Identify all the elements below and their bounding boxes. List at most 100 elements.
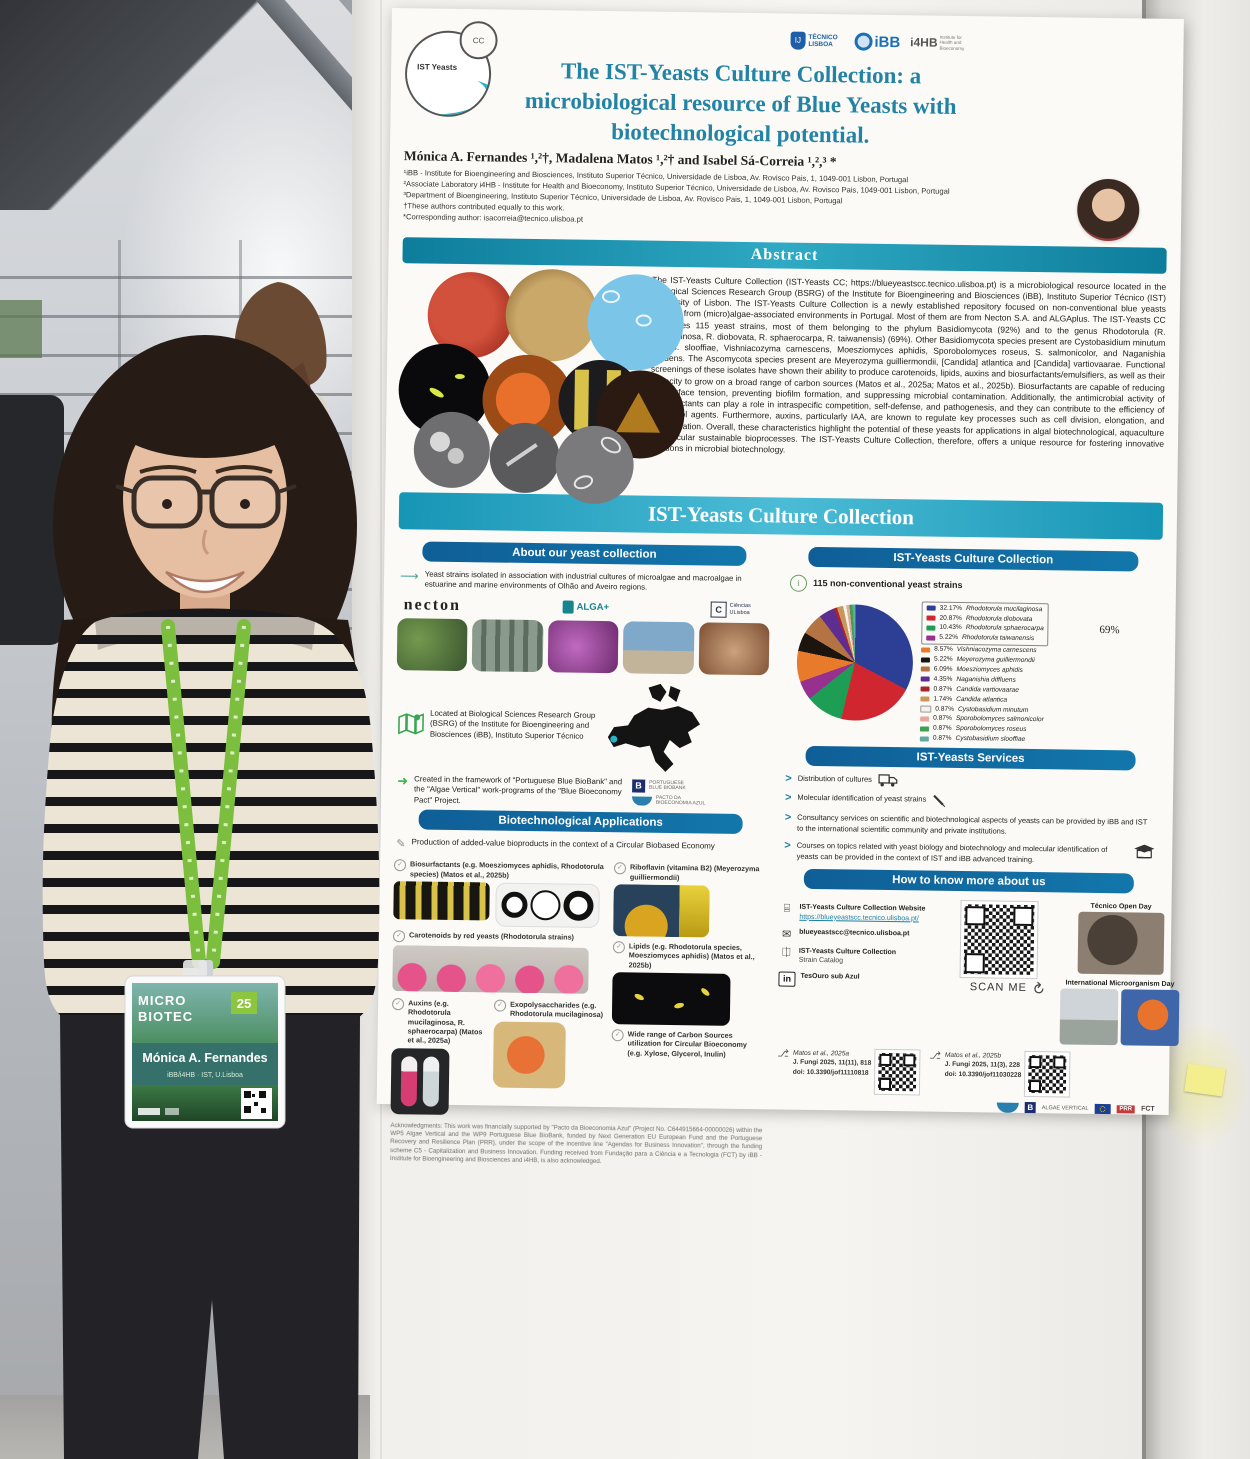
eye bbox=[240, 499, 250, 509]
cc-logo-label: IST Yeasts bbox=[417, 62, 458, 72]
about-intro: Yeast strains isolated in association wi… bbox=[424, 569, 742, 592]
linkedin-label: TesOuro sub Azul bbox=[800, 972, 860, 981]
graduation-cap-icon bbox=[1134, 844, 1155, 859]
poster-header: IST Yeasts CC IJ TÉCNICO LISBOA iBB i4HB bbox=[404, 20, 1170, 154]
yeast-photo-collage bbox=[398, 268, 685, 505]
chevron-icon: > bbox=[785, 772, 792, 785]
biotech-item: Carotenoids by red yeasts (Rhodotorula s… bbox=[408, 930, 575, 942]
partner-logos: IJ TÉCNICO LISBOA iBB i4HB Institute for… bbox=[509, 22, 973, 52]
reference-2: ⎇ Matos et al., 2025b J. Fungi 2025, 11(… bbox=[929, 1050, 1071, 1098]
tecnico-shield-icon: IJ bbox=[790, 31, 806, 50]
photo-photobioreactors bbox=[472, 618, 544, 672]
pie-chart bbox=[796, 603, 914, 722]
biotech-item: Riboflavin (vitamina B2) (Meyerozyma gui… bbox=[629, 862, 760, 882]
poster-title: The IST-Yeasts Culture Collection: a mic… bbox=[524, 58, 957, 148]
service-item: Consultancy services on scientific and b… bbox=[796, 812, 1148, 836]
check-icon: ✓ bbox=[613, 862, 627, 875]
affiliations: ¹iBB - Institute for Bioengineering and … bbox=[403, 167, 1078, 240]
biotech-item: Biosurfactants (e.g. Moesziomyces aphidi… bbox=[409, 859, 604, 880]
service-item: Molecular identification of yeast strain… bbox=[797, 792, 927, 804]
badge-qr-code bbox=[241, 1088, 272, 1119]
mail-icon: ✉ bbox=[781, 928, 792, 941]
eu-flag-icon bbox=[1094, 1103, 1111, 1114]
check-icon: ✓ bbox=[611, 1029, 624, 1042]
smile bbox=[165, 570, 245, 594]
acknowledgments: Acknowledgments: This work was financial… bbox=[389, 1121, 763, 1166]
ibb-logo: iBB bbox=[854, 32, 900, 51]
photo-drop-collapse-test bbox=[495, 882, 600, 928]
abstract-heading: Abstract bbox=[402, 236, 1167, 274]
badge-event-line1: MICRO bbox=[138, 993, 186, 1008]
striped-sweater bbox=[42, 608, 380, 1026]
industry-logos: necton ALGA+ C Ciências ULisboa bbox=[404, 596, 764, 619]
right-column: IST-Yeasts Culture Collection i 115 non-… bbox=[776, 542, 1180, 1174]
ist-yeasts-cc-logo: IST Yeasts CC bbox=[404, 20, 498, 118]
located-text: Located at Biological Sciences Research … bbox=[429, 708, 596, 741]
legend-top-group: 32.17% Rhodotorula mucilaginosa 20.87% Rho… bbox=[921, 601, 1050, 647]
badge-event-year: 25 bbox=[237, 996, 251, 1011]
glasses bbox=[115, 475, 297, 529]
website-row: IST-Yeasts Culture Collection Website ht… bbox=[799, 903, 926, 923]
photo-carotenoid-flasks bbox=[392, 945, 589, 994]
catalog-icon: ⎅ bbox=[781, 946, 791, 959]
service-item: Distribution of cultures bbox=[797, 773, 872, 784]
pie-legend: 32.17% Rhodotorula mucilaginosa 20.87% Rho… bbox=[919, 595, 1120, 746]
legend-row: 0.87% Cystobasidium slooffiae bbox=[919, 734, 1048, 746]
photo-sem-3 bbox=[555, 425, 635, 505]
background-screen bbox=[0, 300, 42, 358]
qr-code-website bbox=[959, 900, 1039, 980]
left-column: About our yeast collection ⟶ Yeast strai… bbox=[390, 537, 771, 1169]
reference-marker-icon: ⎇ bbox=[777, 1048, 790, 1060]
pipette-icon bbox=[933, 795, 946, 808]
abstract-text: The IST-Yeasts Culture Collection (IST-Y… bbox=[649, 274, 1167, 455]
ibb-ring-icon bbox=[854, 32, 873, 51]
algaplus-icon bbox=[562, 600, 574, 614]
website-url: https://blueyeastscc.tecnico.ulisboa.pt/ bbox=[799, 913, 919, 923]
algae-photos bbox=[396, 617, 770, 676]
service-item: Courses on topics related with yeast bio… bbox=[796, 840, 1108, 864]
qr-code-reference-1 bbox=[873, 1048, 921, 1096]
prr-logo: PRR bbox=[1116, 1104, 1136, 1114]
photo-seaweed-tray bbox=[698, 622, 770, 676]
open-day-caption: Técnico Open Day bbox=[1090, 902, 1152, 911]
chevron-icon: > bbox=[784, 791, 792, 804]
biotech-item: Exopolysaccharides (e.g. Rhodotorula muc… bbox=[509, 999, 604, 1020]
biobank-logos: B PORTUGUESE BLUE BIOBANK PACTO DA BIOECONO… bbox=[631, 777, 706, 807]
photo-exopolysaccharides bbox=[492, 1021, 566, 1089]
tecnico-logo: IJ TÉCNICO LISBOA bbox=[790, 31, 844, 51]
cc-logo-cc: CC bbox=[459, 20, 498, 60]
research-poster: IST Yeasts CC IJ TÉCNICO LISBOA iBB i4HB bbox=[376, 8, 1184, 1165]
bioeconomy-pact-icon bbox=[631, 796, 652, 806]
photo-blue-microscopy bbox=[586, 273, 685, 371]
author-photo bbox=[1076, 178, 1140, 242]
references: ⎇ Matos et al., 2025a J. Fungi 2025, 11(… bbox=[777, 1049, 1156, 1098]
biotech-item: Wide range of Carbon Sources utilization… bbox=[627, 1029, 748, 1059]
photo-sem-1 bbox=[413, 411, 491, 489]
collection-heading: IST-Yeasts Culture Collection bbox=[808, 546, 1139, 572]
europe-map bbox=[607, 683, 701, 772]
check-icon: ✓ bbox=[612, 941, 625, 954]
biotech-heading: Biotechnological Applications bbox=[418, 809, 743, 835]
linkedin-icon: in bbox=[778, 971, 796, 987]
services-heading: IST-Yeasts Services bbox=[805, 745, 1136, 771]
truck-icon bbox=[878, 774, 898, 787]
reference-1: ⎇ Matos et al., 2025a J. Fungi 2025, 11(… bbox=[777, 1048, 921, 1096]
presenter-person: MICRO BIOTEC 25 Mónica A. Fernandes iBB/… bbox=[42, 335, 380, 1459]
photo-coastal-farm bbox=[622, 620, 695, 674]
photo-open-day bbox=[1077, 911, 1164, 976]
reference-marker-icon: ⎇ bbox=[929, 1050, 941, 1062]
badge-affiliation: iBB/i4HB · IST, U.Lisboa bbox=[167, 1072, 243, 1079]
biotech-lead: Production of added-value bioproducts in… bbox=[411, 837, 715, 851]
email: blueyeastscc@tecnico.ulisboa.pt bbox=[799, 928, 910, 938]
strain-count: 115 non-conventional yeast strains bbox=[812, 578, 963, 591]
photo-amber-plate bbox=[505, 268, 599, 362]
more-heading: How to know more about us bbox=[804, 868, 1134, 894]
chevron-icon: > bbox=[784, 811, 792, 824]
map-pin-icon bbox=[398, 712, 424, 735]
bioeconomy-wave-icon bbox=[996, 1102, 1019, 1113]
badge-name: Mónica A. Fernandes bbox=[142, 1051, 267, 1065]
badge-event-line2: BIOTEC bbox=[138, 1009, 193, 1024]
sticky-note bbox=[1184, 1063, 1226, 1097]
lanyard bbox=[161, 619, 251, 978]
